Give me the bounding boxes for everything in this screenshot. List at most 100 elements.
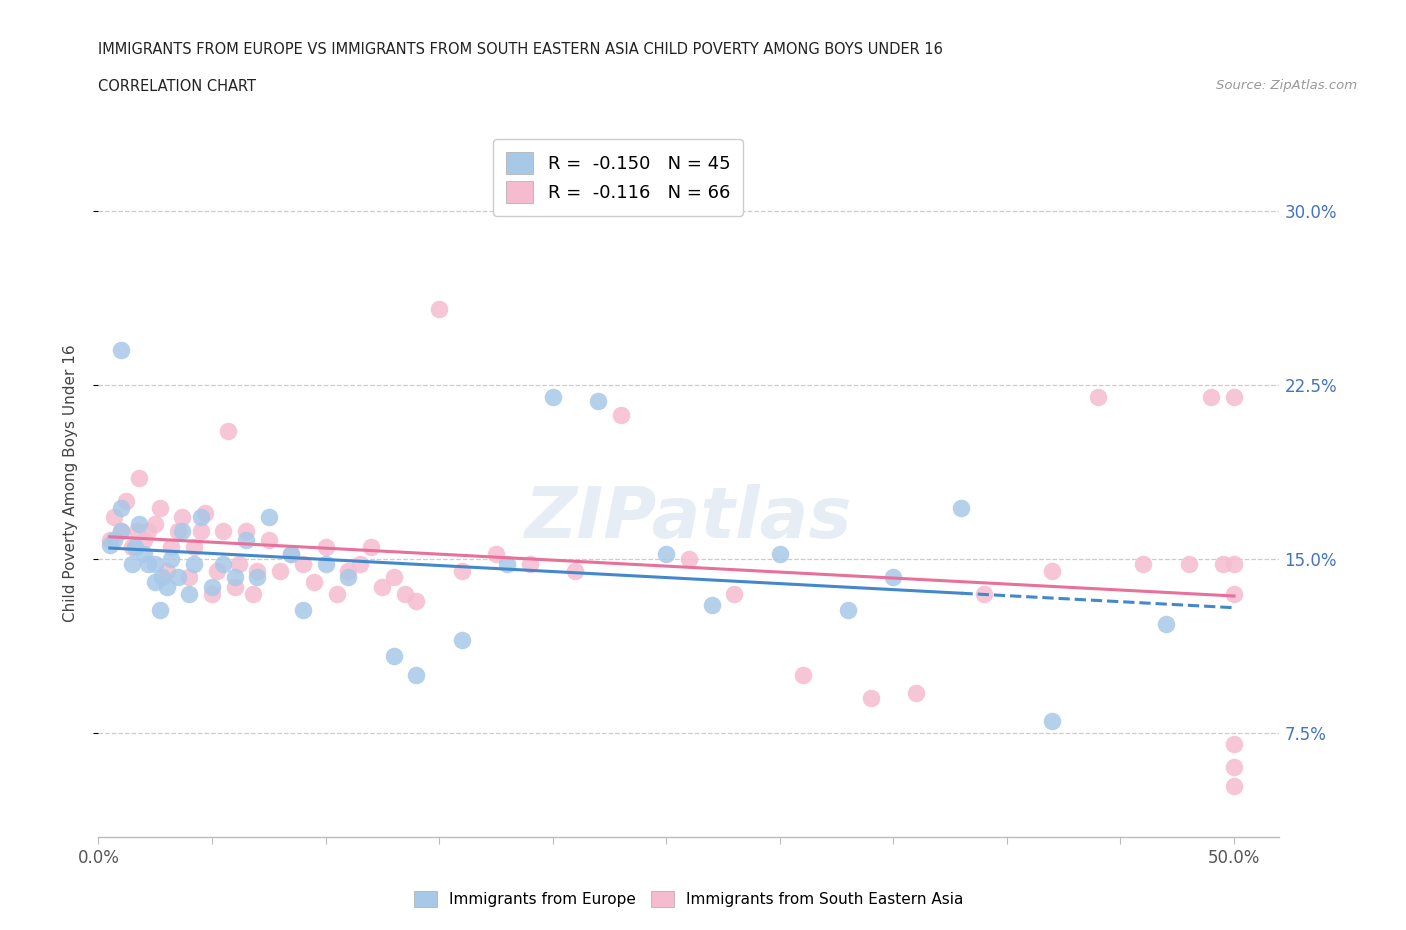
Point xyxy=(1087,390,1109,405)
Point xyxy=(973,586,995,601)
Point xyxy=(950,500,973,515)
Point xyxy=(405,668,427,683)
Point xyxy=(149,500,172,515)
Text: ZIPatlas: ZIPatlas xyxy=(526,485,852,553)
Point xyxy=(212,556,235,571)
Point xyxy=(132,547,155,562)
Point xyxy=(110,343,132,358)
Point xyxy=(315,556,337,571)
Point xyxy=(1132,556,1154,571)
Point xyxy=(228,556,250,571)
Point xyxy=(179,570,201,585)
Point xyxy=(132,533,155,548)
Point xyxy=(1177,556,1199,571)
Point xyxy=(183,540,205,555)
Point xyxy=(125,524,148,538)
Point xyxy=(149,603,172,618)
Point xyxy=(1154,617,1177,631)
Point xyxy=(405,593,427,608)
Point xyxy=(326,586,349,601)
Point xyxy=(110,524,132,538)
Point xyxy=(128,517,150,532)
Point xyxy=(269,563,291,578)
Point xyxy=(217,424,239,439)
Point xyxy=(485,547,508,562)
Point xyxy=(190,524,212,538)
Point xyxy=(382,649,405,664)
Point xyxy=(1212,556,1234,571)
Point xyxy=(882,570,904,585)
Point xyxy=(302,575,325,590)
Point xyxy=(586,394,609,409)
Point xyxy=(792,668,814,683)
Point xyxy=(349,556,371,571)
Point xyxy=(114,494,136,509)
Point xyxy=(124,540,146,555)
Point xyxy=(394,586,416,601)
Point xyxy=(337,563,360,578)
Point xyxy=(121,540,143,555)
Point xyxy=(291,603,314,618)
Point xyxy=(235,524,257,538)
Point xyxy=(427,301,450,316)
Point xyxy=(450,632,472,647)
Text: CORRELATION CHART: CORRELATION CHART xyxy=(98,79,256,94)
Point xyxy=(769,547,792,562)
Point xyxy=(564,563,586,578)
Point xyxy=(110,500,132,515)
Point xyxy=(655,547,678,562)
Point xyxy=(98,533,121,548)
Point xyxy=(905,686,928,701)
Point xyxy=(242,586,264,601)
Point xyxy=(246,563,269,578)
Point xyxy=(143,575,166,590)
Legend: R =  -0.150   N = 45, R =  -0.116   N = 66: R = -0.150 N = 45, R = -0.116 N = 66 xyxy=(494,140,742,216)
Point xyxy=(201,579,224,594)
Text: IMMIGRANTS FROM EUROPE VS IMMIGRANTS FROM SOUTH EASTERN ASIA CHILD POVERTY AMONG: IMMIGRANTS FROM EUROPE VS IMMIGRANTS FRO… xyxy=(98,42,943,57)
Point xyxy=(155,563,177,578)
Point xyxy=(1201,390,1223,405)
Point xyxy=(103,510,125,525)
Point xyxy=(110,524,132,538)
Point xyxy=(1223,586,1246,601)
Point xyxy=(1223,737,1246,751)
Point xyxy=(280,547,302,562)
Text: Source: ZipAtlas.com: Source: ZipAtlas.com xyxy=(1216,79,1357,92)
Y-axis label: Child Poverty Among Boys Under 16: Child Poverty Among Boys Under 16 xyxy=(63,345,77,622)
Point xyxy=(1040,713,1063,728)
Point xyxy=(280,547,302,562)
Point xyxy=(212,524,235,538)
Point xyxy=(496,556,519,571)
Point xyxy=(143,517,166,532)
Point xyxy=(224,570,246,585)
Point xyxy=(1223,778,1246,793)
Point xyxy=(246,570,269,585)
Point xyxy=(382,570,405,585)
Point xyxy=(121,556,143,571)
Legend: Immigrants from Europe, Immigrants from South Eastern Asia: Immigrants from Europe, Immigrants from … xyxy=(408,884,970,913)
Point xyxy=(172,510,194,525)
Point xyxy=(610,407,633,422)
Point xyxy=(837,603,859,618)
Point xyxy=(678,551,700,566)
Point xyxy=(138,524,160,538)
Point xyxy=(257,533,280,548)
Point xyxy=(1040,563,1063,578)
Point xyxy=(128,471,150,485)
Point xyxy=(160,551,183,566)
Point xyxy=(1223,760,1246,775)
Point xyxy=(700,598,723,613)
Point xyxy=(541,390,564,405)
Point xyxy=(194,505,217,520)
Point xyxy=(190,510,212,525)
Point xyxy=(150,570,173,585)
Point xyxy=(450,563,472,578)
Point xyxy=(160,540,183,555)
Point xyxy=(138,556,160,571)
Point xyxy=(519,556,541,571)
Point xyxy=(224,579,246,594)
Point xyxy=(235,533,257,548)
Point xyxy=(183,556,205,571)
Point xyxy=(98,538,121,552)
Point xyxy=(291,556,314,571)
